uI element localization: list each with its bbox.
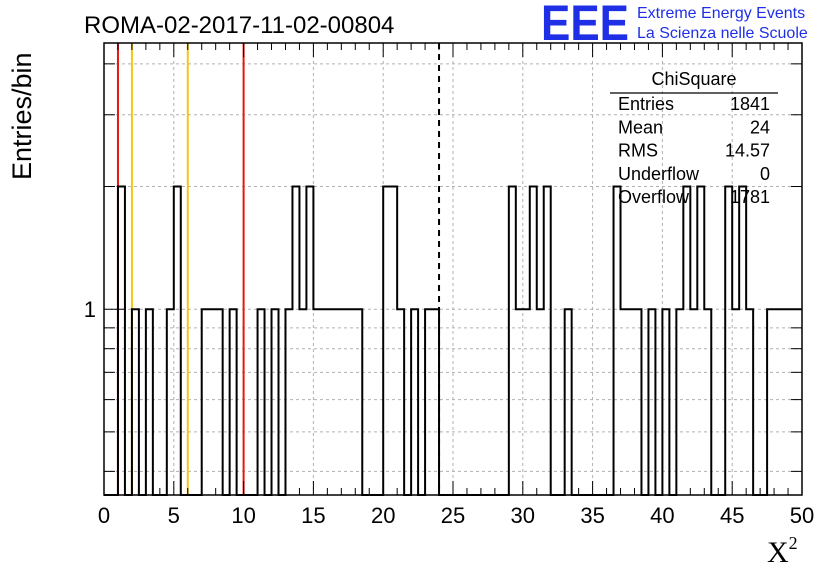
chart-title: ROMA-02-2017-11-02-00804 (84, 12, 394, 39)
stats-row-value: 0 (760, 164, 770, 184)
stats-row-label: RMS (618, 141, 658, 161)
eee-logo: EEE Extreme Energy Events La Scienza nel… (541, 0, 808, 51)
x-tick-label: 20 (371, 503, 395, 528)
x-axis-title: X2 (767, 533, 798, 569)
stats-title: ChiSquare (651, 69, 736, 89)
x-tick-label: 35 (580, 503, 604, 528)
x-tick-label: 0 (98, 503, 110, 528)
stats-box: ChiSquare Entries 1841 Mean 24 RMS 14.57 Under… (610, 69, 778, 207)
y-axis-title: Entries/bin (7, 52, 37, 180)
stats-row-value: 24 (750, 117, 770, 137)
x-tick-label: 30 (511, 503, 535, 528)
x-axis-title-base: X (767, 536, 789, 569)
histogram-series (104, 185, 802, 496)
x-tick-label: 40 (650, 503, 674, 528)
eee-logo-mark: EEE (541, 0, 629, 51)
x-tick-labels: 0 5 10 15 20 25 30 35 40 45 50 (98, 503, 814, 528)
stats-row-label: Entries (618, 94, 674, 114)
x-tick-label: 5 (168, 503, 180, 528)
x-axis-title-superscript: 2 (789, 533, 798, 553)
x-tick-label: 25 (441, 503, 465, 528)
y-tick-labels: 1 (84, 297, 96, 322)
y-tick-label: 1 (84, 297, 96, 322)
axis-ticks (103, 43, 803, 495)
stats-row-value: 1841 (730, 94, 770, 114)
x-tick-label: 50 (790, 503, 814, 528)
x-tick-label: 15 (301, 503, 325, 528)
x-tick-label: 10 (231, 503, 255, 528)
logo-line-2: La Scienza nelle Scuole (637, 25, 808, 42)
stats-row-label: Underflow (618, 164, 700, 184)
stats-row-label: Overflow (618, 187, 690, 207)
logo-line-1: Extreme Energy Events (637, 5, 805, 22)
stats-row-value: 14.57 (725, 141, 770, 161)
x-tick-label: 45 (720, 503, 744, 528)
stats-row-value: 1781 (730, 187, 770, 207)
stats-row-label: Mean (618, 117, 663, 137)
